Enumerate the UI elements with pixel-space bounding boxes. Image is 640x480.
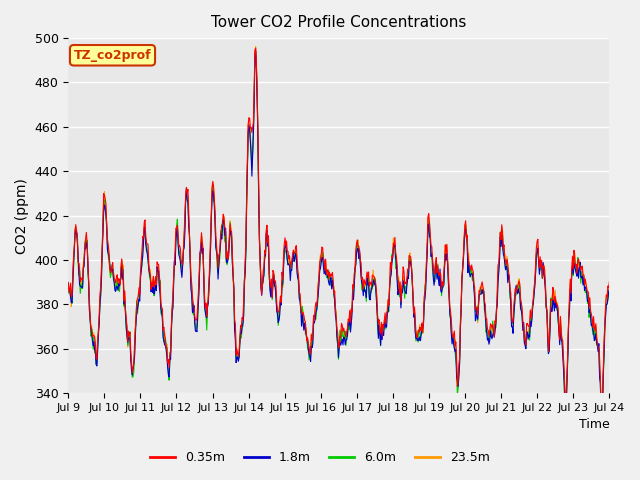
Y-axis label: CO2 (ppm): CO2 (ppm) — [15, 178, 29, 253]
Legend: 0.35m, 1.8m, 6.0m, 23.5m: 0.35m, 1.8m, 6.0m, 23.5m — [145, 446, 495, 469]
X-axis label: Time: Time — [579, 419, 609, 432]
Text: TZ_co2prof: TZ_co2prof — [74, 49, 151, 62]
Title: Tower CO2 Profile Concentrations: Tower CO2 Profile Concentrations — [211, 15, 467, 30]
